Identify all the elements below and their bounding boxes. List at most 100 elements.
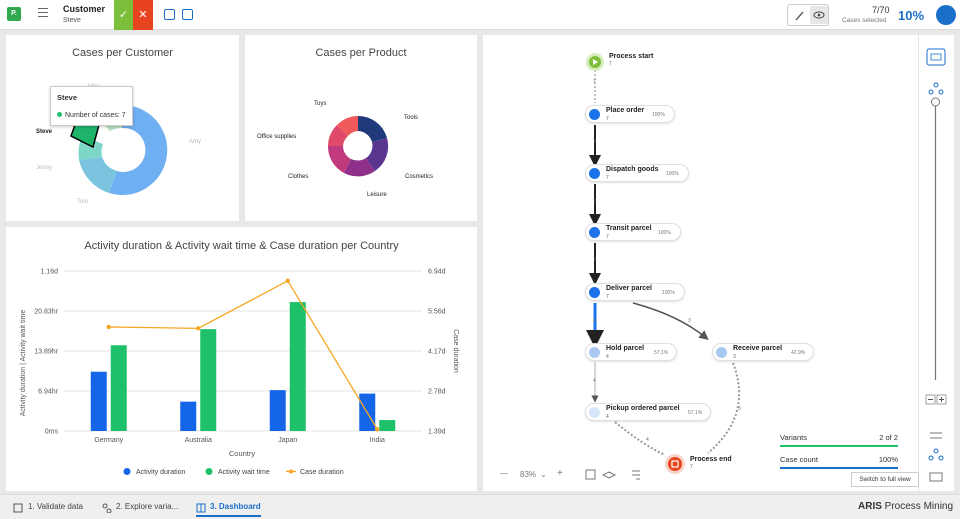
app-logo[interactable]: P. [7, 7, 21, 21]
activity-icon [589, 227, 600, 238]
variants-icon [102, 503, 112, 513]
apply-filter-button[interactable]: ✓ [114, 0, 133, 30]
label-leisure: Leisure [367, 192, 387, 198]
cases-per-customer-title: Cases per Customer [72, 47, 173, 59]
user-avatar[interactable] [936, 5, 956, 25]
edge-label: 7 [593, 257, 596, 263]
tab-explore-variants[interactable]: 2. Explore varia... [116, 502, 179, 511]
case-count-bar [780, 467, 898, 469]
cases-per-customer-panel: Cases per Customer Amy Steve Jenny Tom M… [6, 35, 239, 221]
label-cosmetics: Cosmetics [405, 174, 433, 180]
label-jenny: Jenny [36, 165, 52, 171]
zoom-level[interactable]: 83% [520, 470, 537, 479]
case-duration-point [196, 326, 201, 331]
zoom-out-button[interactable]: — [500, 469, 508, 478]
y-right-tick: 2.78d [428, 389, 446, 396]
layers-icon[interactable] [601, 471, 617, 479]
sliders-icon[interactable] [930, 432, 942, 439]
detail-slider-handle[interactable] [931, 97, 940, 107]
node-count: 7 [606, 234, 609, 240]
process-start-count: 7 [609, 61, 612, 67]
activity-chart-title: Activity duration & Activity wait time &… [84, 240, 399, 252]
hierarchy-icon[interactable] [928, 82, 944, 95]
x-tick: Japan [278, 437, 297, 444]
slice-cosmetics[interactable] [366, 138, 389, 171]
tab-dashboard[interactable]: 3. Dashboard [196, 502, 261, 517]
node-place-order[interactable]: Place order 7 100% [585, 105, 675, 123]
case-duration-point [285, 278, 290, 284]
brand-rest: Process Mining [881, 501, 954, 512]
label-tools: Tools [404, 115, 418, 121]
edge-receive-end[interactable] [707, 362, 741, 454]
node-label: Hold parcel [606, 345, 645, 352]
slice-tools[interactable] [358, 115, 387, 142]
process-start-icon[interactable] [585, 52, 605, 72]
slice-toys[interactable] [337, 116, 358, 136]
y-left-tick: 1.16d [40, 269, 58, 276]
filter-settings-icon[interactable] [164, 9, 175, 20]
edge-deliver-receive[interactable] [632, 302, 709, 341]
edge-label: 4 [593, 318, 596, 324]
node-count: 7 [606, 294, 609, 300]
filter-context-value: Steve [63, 17, 81, 24]
activity-icon [589, 347, 600, 358]
validate-icon [13, 503, 23, 513]
x-tick: India [370, 437, 385, 444]
slice-leisure[interactable] [344, 158, 375, 177]
process-end-count: 7 [690, 464, 693, 470]
case-duration-point [106, 324, 111, 330]
zoom-dropdown-icon[interactable]: ⌄ [540, 470, 547, 479]
label-clothes: Clothes [288, 174, 308, 180]
process-end-icon[interactable] [664, 453, 686, 475]
node-count: 7 [606, 175, 609, 181]
node-percent: 100% [652, 112, 665, 118]
tooltip-metric: Number of cases: 7 [65, 112, 126, 119]
filter-edit-icon[interactable] [182, 9, 193, 20]
label-amy: Amy [189, 139, 201, 145]
node-transit-parcel[interactable]: Transit parcel 7 100% [585, 223, 681, 241]
zoom-in-button[interactable]: + [557, 468, 563, 479]
edge-label: 7 [593, 79, 596, 85]
slice-clothes[interactable] [327, 146, 351, 173]
bar-activity-wait-time [289, 302, 306, 431]
node-percent: 100% [666, 171, 679, 177]
legend-label: Activity duration [136, 469, 186, 476]
node-receive-parcel[interactable]: Receive parcel 3 42.9% [712, 343, 814, 361]
slice-amy[interactable] [109, 104, 168, 195]
slice-tom[interactable] [79, 157, 117, 193]
full-view-icon[interactable] [929, 472, 943, 482]
node-pickup-ordered-parcel[interactable]: Pickup ordered parcel 4 57.1% [585, 403, 711, 421]
y-right-tick: 6.94d [428, 269, 446, 276]
x-axis-label: Country [229, 449, 256, 458]
node-dispatch-goods[interactable]: Dispatch goods 7 100% [585, 164, 689, 182]
slice-office-supplies[interactable] [328, 125, 348, 146]
node-hold-parcel[interactable]: Hold parcel 4 57.1% [585, 343, 677, 361]
case-count-label: Case count [780, 455, 818, 464]
map-tools [585, 469, 640, 480]
bar-activity-duration [269, 390, 286, 431]
settings-icon[interactable] [632, 470, 640, 480]
activity-icon [589, 407, 600, 418]
fit-to-screen-icon[interactable] [585, 469, 596, 480]
node-deliver-parcel[interactable]: Deliver parcel 7 100% [585, 283, 685, 301]
discard-filter-button[interactable]: ✕ [133, 0, 153, 30]
activity-icon [589, 109, 600, 120]
product-donut-chart: Toys Tools Office supplies Cosmetics Clo… [257, 101, 433, 198]
edge-pickup-end[interactable] [614, 421, 666, 456]
tree-icon[interactable] [928, 448, 944, 461]
eye-icon[interactable] [813, 11, 825, 19]
menu-icon[interactable] [38, 8, 48, 17]
pencil-icon[interactable] [795, 11, 804, 21]
y-axis-right-label: Case duration [452, 329, 459, 373]
map-view-icon[interactable] [926, 48, 946, 66]
y-left-tick: 6.94hr [38, 389, 59, 396]
tab-validate-data[interactable]: 1. Validate data [28, 502, 84, 511]
cases-selected-count: 7/70 [872, 5, 890, 15]
edge-label: 3 [688, 318, 691, 324]
y-right-tick: 5.56d [428, 309, 446, 316]
edge-label: 3 [738, 406, 741, 412]
edge-label: 4 [593, 378, 596, 384]
cases-selected-label: Cases selected [842, 17, 887, 24]
node-percent: 42.9% [791, 350, 806, 356]
process-start-label: Process start [609, 53, 654, 60]
